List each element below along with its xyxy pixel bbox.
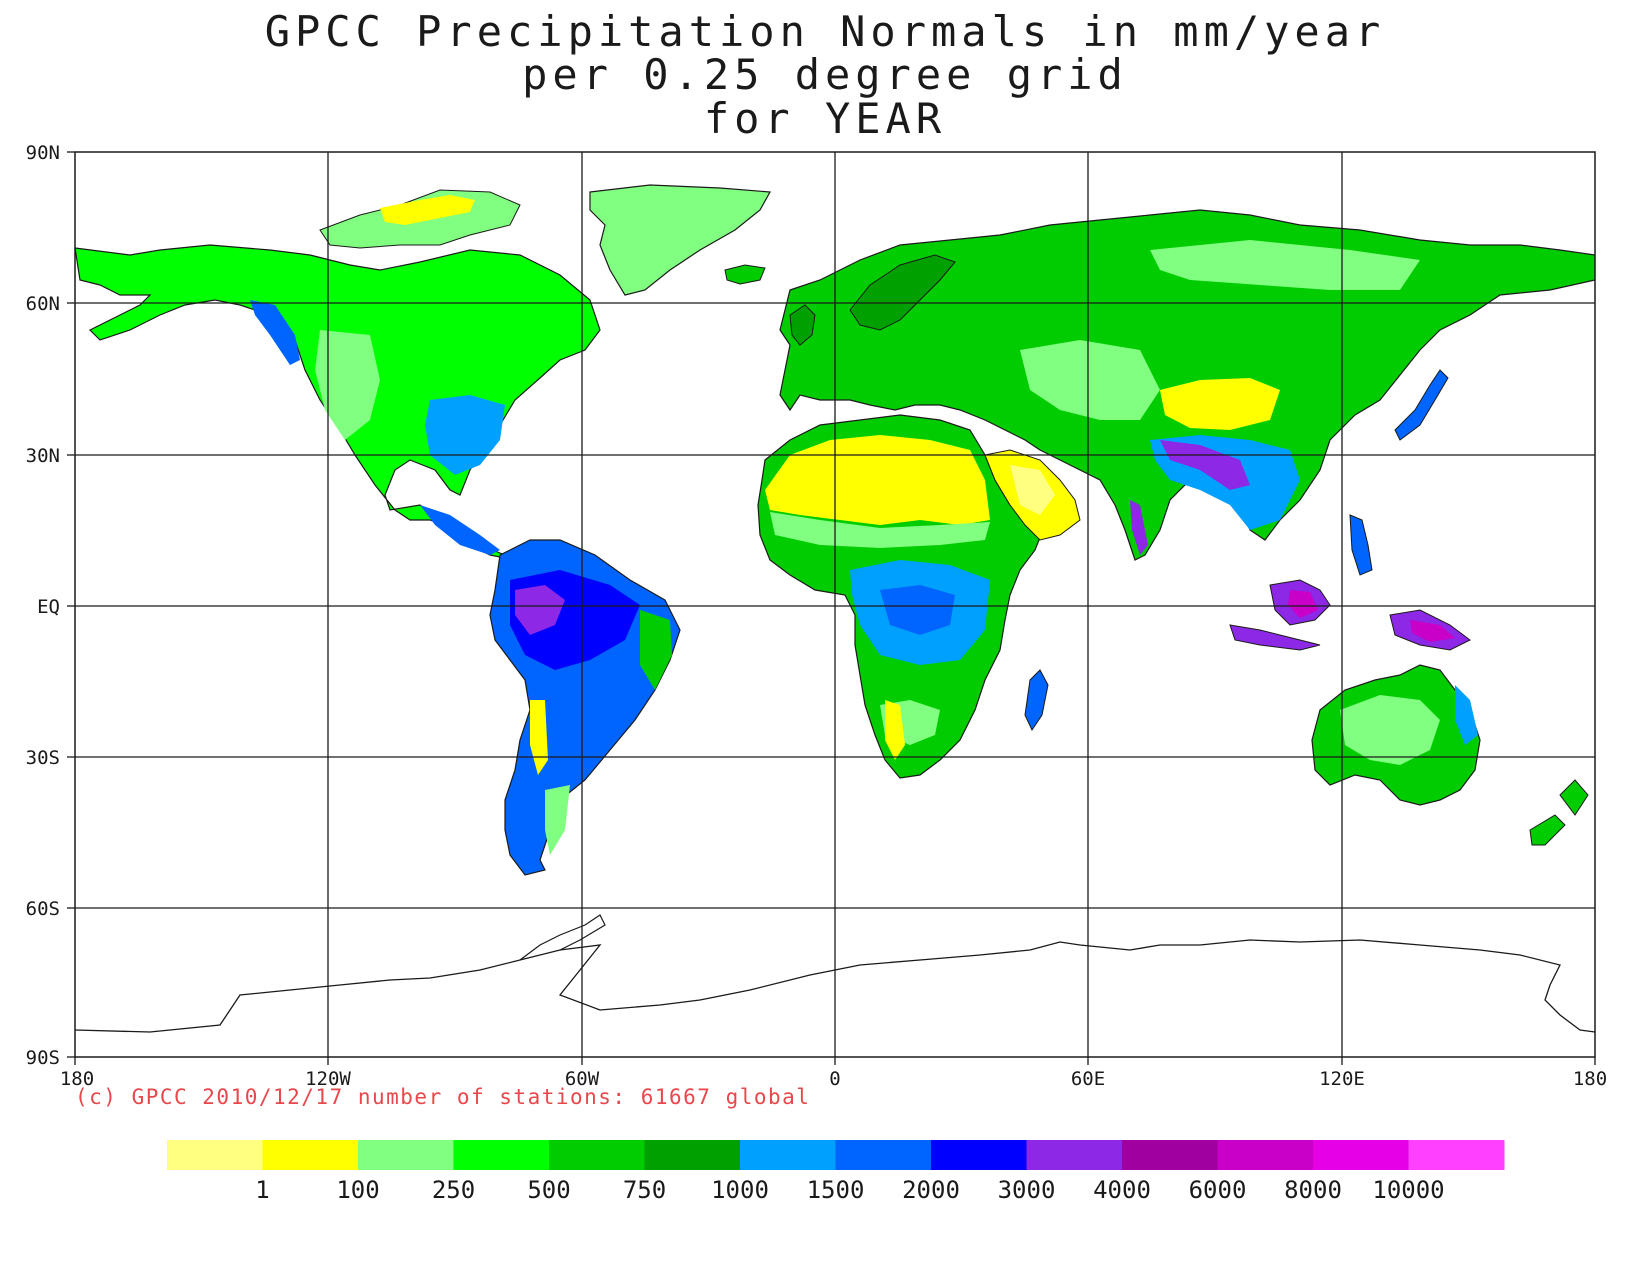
lon-label-120e: 120E — [1319, 1068, 1365, 1090]
legend-swatch — [1313, 1140, 1409, 1170]
arabia-desert-core — [1010, 465, 1055, 515]
lon-label-180-east: 180 — [1573, 1068, 1607, 1090]
title-line-3: for YEAR — [703, 94, 947, 143]
lon-label-0: 0 — [829, 1068, 840, 1090]
legend-swatch — [1408, 1140, 1505, 1170]
siberia-light — [1150, 240, 1420, 290]
himalaya-monsoon — [1160, 440, 1250, 490]
lat-label-60s: 60S — [26, 898, 60, 920]
legend-label: 2000 — [902, 1176, 960, 1204]
legend-swatch — [262, 1140, 359, 1170]
legend-swatch — [549, 1140, 645, 1170]
legend-swatch — [167, 1140, 263, 1170]
title-line-1: GPCC Precipitation Normals in mm/year — [264, 7, 1386, 56]
credit-line: (c) GPCC 2010/12/17 number of stations: … — [75, 1085, 811, 1109]
legend-swatch — [1217, 1140, 1314, 1170]
japan — [1394, 369, 1449, 441]
legend-swatch — [1122, 1140, 1218, 1170]
legend-label: 100 — [336, 1176, 379, 1204]
legend-swatch — [740, 1140, 836, 1170]
sahara-desert-zone — [765, 435, 990, 525]
new-zealand — [1529, 779, 1589, 846]
new-guinea-wet — [1410, 620, 1455, 642]
sahel-dry-band — [770, 512, 990, 548]
legend-label: 1500 — [807, 1176, 865, 1204]
lon-label-120w: 120W — [305, 1068, 351, 1090]
legend-swatch — [931, 1140, 1027, 1170]
madagascar — [1024, 669, 1049, 732]
legend-label: 10000 — [1372, 1176, 1444, 1204]
namib-desert — [885, 700, 905, 760]
lon-label-60w: 60W — [565, 1068, 600, 1090]
congo-core — [880, 585, 955, 635]
title-line-2: per 0.25 degree grid — [522, 50, 1128, 99]
australia-east-wet — [1455, 685, 1478, 745]
legend-label: 3000 — [998, 1176, 1056, 1204]
lat-label-30s: 30S — [26, 747, 60, 769]
australia-interior-dry — [1340, 695, 1440, 765]
legend-label: 8000 — [1284, 1176, 1342, 1204]
axis-ticks — [67, 151, 1596, 1065]
legend-swatch — [835, 1140, 932, 1170]
lat-label-eq: EQ — [37, 596, 60, 618]
greenland — [589, 184, 771, 296]
legend-swatch — [453, 1140, 550, 1170]
graticule — [75, 152, 1595, 1057]
philippines — [1349, 514, 1373, 576]
legend-label: 1 — [255, 1176, 269, 1204]
pacific-northwest-wet — [250, 300, 300, 365]
legend-swatch — [644, 1140, 741, 1170]
legend-label: 1000 — [711, 1176, 769, 1204]
legend-label: 500 — [527, 1176, 570, 1204]
legend-swatch — [1026, 1140, 1123, 1170]
brazil-east-green — [640, 610, 672, 690]
land-layer — [75, 184, 1595, 1033]
legend-label: 750 — [623, 1176, 666, 1204]
antarctic-peninsula — [519, 914, 606, 961]
lat-label-30n: 30N — [26, 445, 60, 467]
amazon-very-wet — [515, 585, 565, 635]
lat-label-90s: 90S — [26, 1047, 60, 1069]
scandinavia — [849, 254, 956, 331]
gobi-desert — [1160, 378, 1280, 430]
central-america-wet — [420, 505, 500, 555]
legend-swatch — [358, 1140, 454, 1170]
iceland — [724, 264, 766, 285]
arctic-dry-patch — [380, 195, 475, 225]
central-asia-dry — [1020, 340, 1160, 420]
lon-label-60e: 60E — [1071, 1068, 1105, 1090]
lon-label-180-west: 180 — [60, 1068, 94, 1090]
british-isles — [789, 304, 816, 346]
patagonia-dry — [545, 785, 570, 855]
lat-label-60n: 60N — [26, 293, 60, 315]
antarctica-outline — [75, 939, 1595, 1033]
color-legend: 1 100 250 500 750 1000 1500 2000 3000 4000 6000 800… — [167, 1140, 1505, 1204]
atacama-desert — [530, 700, 548, 775]
india-west-coast-wet — [1130, 500, 1148, 555]
legend-label: 250 — [432, 1176, 475, 1204]
legend-label: 4000 — [1093, 1176, 1151, 1204]
lat-label-90n: 90N — [26, 142, 60, 164]
borneo-wet — [1288, 590, 1318, 618]
great-plains-dry — [315, 330, 380, 440]
legend-label: 6000 — [1189, 1176, 1247, 1204]
